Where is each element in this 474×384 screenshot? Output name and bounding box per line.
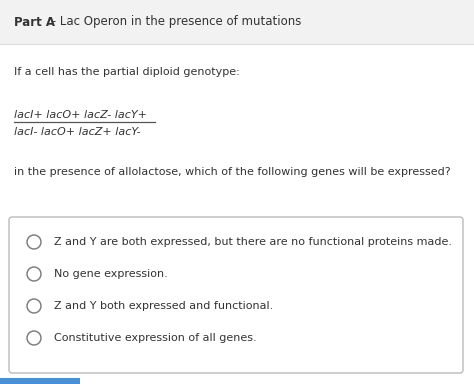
Text: Constitutive expression of all genes.: Constitutive expression of all genes. bbox=[54, 333, 256, 343]
Text: Part A: Part A bbox=[14, 15, 55, 28]
Text: lacI+ lacO+ lacZ- lacY+: lacI+ lacO+ lacZ- lacY+ bbox=[14, 110, 147, 120]
Text: lacI- lacO+ lacZ+ lacY-: lacI- lacO+ lacZ+ lacY- bbox=[14, 127, 141, 137]
Text: in the presence of allolactose, which of the following genes will be expressed?: in the presence of allolactose, which of… bbox=[14, 167, 451, 177]
Text: Z and Y both expressed and functional.: Z and Y both expressed and functional. bbox=[54, 301, 273, 311]
Text: - Lac Operon in the presence of mutations: - Lac Operon in the presence of mutation… bbox=[48, 15, 301, 28]
Text: Z and Y are both expressed, but there are no functional proteins made.: Z and Y are both expressed, but there ar… bbox=[54, 237, 452, 247]
Text: If a cell has the partial diploid genotype:: If a cell has the partial diploid genoty… bbox=[14, 67, 240, 77]
FancyBboxPatch shape bbox=[9, 217, 463, 373]
Bar bbox=[0, 378, 80, 384]
Bar bbox=[0, 0, 474, 44]
Text: No gene expression.: No gene expression. bbox=[54, 269, 168, 279]
